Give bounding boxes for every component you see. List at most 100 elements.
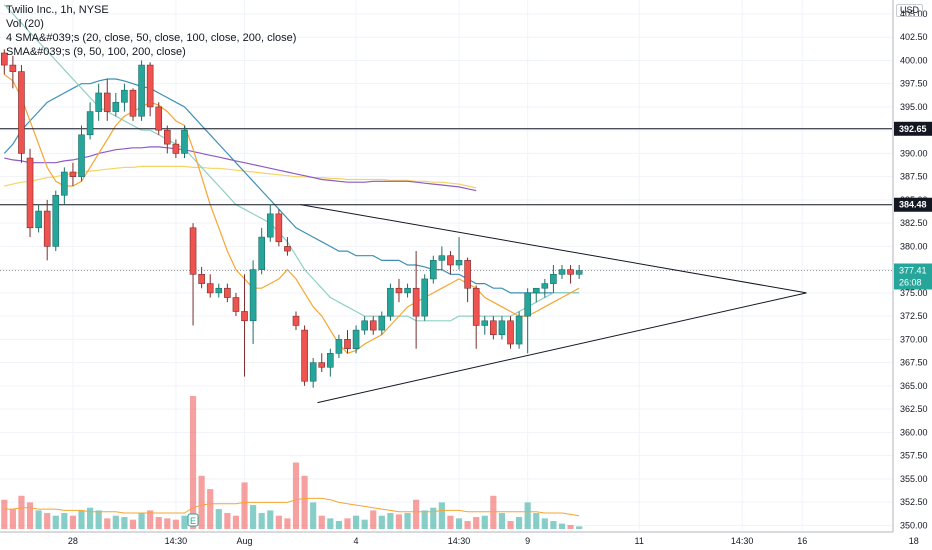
candle-body (318, 362, 326, 368)
candle-body (558, 269, 566, 275)
legend-sma4[interactable]: 4 SMA&#039;s (20, close, 50, close, 100,… (6, 32, 297, 44)
volume-bar (44, 513, 51, 529)
candle-body (86, 111, 94, 136)
volume-bar (464, 521, 471, 529)
candle-body (95, 92, 102, 112)
candle-body (412, 287, 420, 317)
y-tick-label: 355.00 (900, 474, 928, 484)
volume-bar (198, 475, 205, 529)
volume-bar (61, 513, 68, 529)
level-price-tag-text: 384.48 (899, 200, 927, 210)
y-tick-label: 387.50 (900, 172, 928, 182)
volume-bar (421, 510, 428, 529)
y-tick-label: 362.50 (900, 404, 928, 414)
last-price-value: 377.41 (899, 265, 927, 275)
y-tick-label: 370.00 (900, 334, 928, 344)
volume-bar (473, 517, 480, 529)
volume-bar (541, 518, 548, 529)
volume-bars (1, 396, 583, 529)
volume-bar (129, 519, 137, 529)
last-price-tag: 377.41 26:08 (894, 263, 932, 290)
y-tick-label: 365.00 (900, 381, 928, 391)
y-tick-label: 360.00 (900, 427, 928, 437)
volume-bar (138, 513, 145, 529)
volume-bar (550, 521, 557, 529)
earnings-marker: E (187, 513, 199, 527)
candle-body (309, 362, 317, 382)
volume-bar (447, 515, 454, 529)
volume-bar (164, 518, 171, 529)
x-tick-label: 4 (354, 536, 359, 546)
time-axis-bg (0, 532, 932, 550)
x-tick-label: 28 (68, 536, 78, 546)
volume-bar (387, 513, 394, 529)
volume-bar (121, 517, 128, 529)
legend-volume[interactable]: Vol (20) (6, 18, 44, 30)
y-tick-label: 380.00 (900, 241, 928, 251)
volume-bar (78, 510, 85, 529)
volume-bar (352, 515, 360, 529)
candle-body (455, 260, 463, 266)
candle-body (352, 329, 360, 349)
candle-body (112, 101, 120, 112)
volume-bar (455, 518, 463, 529)
triangle-lower-line (317, 292, 807, 404)
candle-body (215, 287, 223, 294)
candle-body (567, 269, 574, 275)
volume-bar (413, 499, 420, 529)
candle-body (550, 273, 557, 284)
candle-body (69, 171, 77, 177)
volume-bar (104, 518, 111, 529)
volume-bar (95, 510, 102, 529)
volume-bar (147, 510, 154, 529)
y-tick-label: 372.50 (900, 311, 928, 321)
candle-body (206, 283, 214, 294)
y-tick-label: 352.50 (900, 497, 928, 507)
candle-body (155, 106, 163, 131)
level-price-tag: 392.65 (894, 121, 932, 136)
candle-body (447, 255, 454, 266)
candle-body (524, 292, 531, 317)
candle-body (0, 52, 8, 66)
volume-bar (18, 495, 25, 529)
volume-bar (189, 396, 197, 529)
legend-symbol[interactable]: Twilio Inc., 1h, NYSE (6, 4, 109, 16)
candle-body (146, 64, 154, 108)
candle-body (275, 213, 283, 243)
candle-body (232, 297, 240, 312)
candle-body (35, 210, 42, 229)
candle-body (301, 329, 308, 382)
earnings-letter: E (190, 516, 196, 526)
volume-bar (9, 509, 16, 529)
candle-body (189, 227, 197, 275)
candle-body (181, 129, 188, 154)
currency-badge[interactable]: USD (895, 4, 923, 17)
candle-body (26, 157, 34, 229)
volume-bar (438, 502, 445, 529)
candle-body (507, 320, 514, 345)
volume-bar (344, 518, 351, 529)
candle-body (284, 246, 291, 252)
y-tick-label: 367.50 (900, 358, 928, 368)
candle-body (395, 287, 403, 294)
candle-body (52, 194, 60, 247)
volume-bar (207, 489, 214, 529)
candle-body (129, 89, 137, 117)
volume-bar (26, 502, 34, 529)
volume-bar (524, 502, 531, 529)
volume-bar (335, 521, 342, 529)
volume-bar (172, 519, 179, 529)
volume-bar (275, 515, 282, 529)
candle-body (138, 64, 145, 117)
candle-body (421, 278, 429, 317)
legend-sma[interactable]: SMA&#039;s (9, 50, 100, 200, close) (6, 46, 186, 58)
last-price-countdown: 26:08 (899, 277, 922, 287)
x-tick-label: 16 (797, 536, 807, 546)
candle-body (481, 320, 489, 326)
y-tick-label: 390.00 (900, 148, 928, 158)
candle-body (532, 287, 540, 294)
volume-bar (232, 515, 240, 529)
volume-bar (258, 513, 265, 529)
candle-body (429, 260, 437, 280)
